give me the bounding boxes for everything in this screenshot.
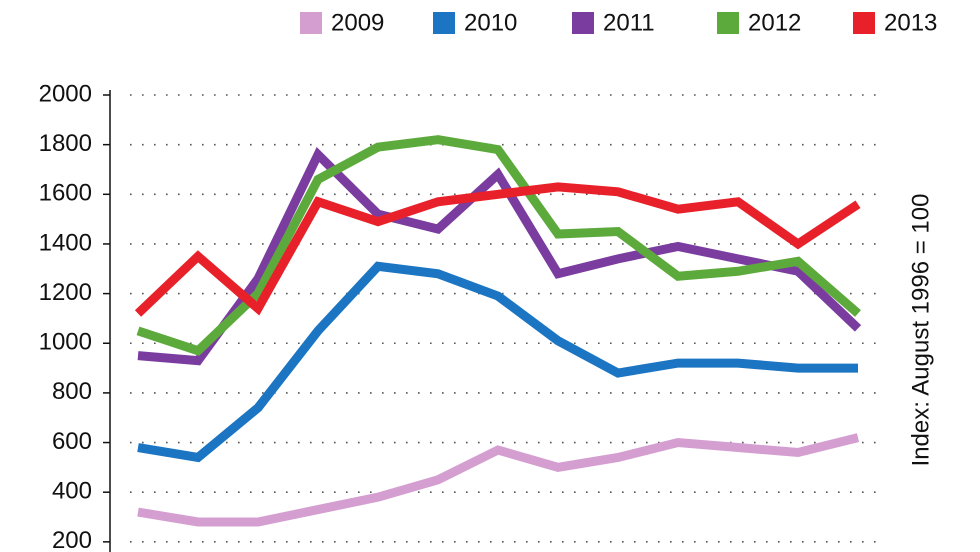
legend-label: 2009 [331,9,384,36]
line-series [136,135,861,356]
y-tick-label: 800 [52,378,92,405]
legend-label: 2011 [603,9,655,36]
legend-swatch [572,12,594,34]
legend-label: 2010 [464,9,517,36]
y-tick-label: 2000 [39,80,92,107]
line-series [134,182,861,317]
legend-swatch [433,12,455,34]
legend-swatch [717,12,739,34]
y-tick-label: 1400 [39,229,92,256]
y-tick-label: 600 [52,428,92,455]
legend-label: 2012 [748,9,801,36]
y-tick-label: 200 [52,527,92,552]
line-series [137,146,862,366]
y-tick-label: 400 [52,478,92,505]
legend-swatch [300,12,322,34]
line-series [137,261,858,463]
line-series [137,433,860,527]
y-tick-label: 1600 [39,180,92,207]
y-tick-label: 1000 [39,329,92,356]
legend-swatch [853,12,875,34]
y-axis-label: Index: August 1996 = 100 [907,194,934,467]
legend-label: 2013 [884,9,937,36]
y-tick-label: 1200 [39,279,92,306]
y-tick-label: 1800 [39,130,92,157]
